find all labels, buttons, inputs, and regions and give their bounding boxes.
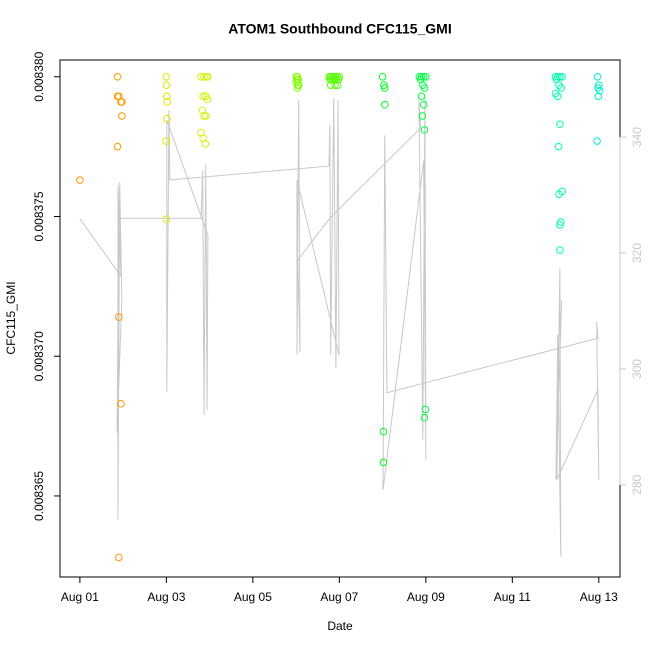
point: [556, 120, 564, 129]
y-tick-label: 0.008365: [32, 471, 46, 521]
point: [115, 553, 123, 562]
point: [113, 142, 122, 151]
point: [76, 176, 84, 184]
point: [115, 313, 123, 321]
point: [554, 142, 563, 151]
y2-tick-label: 320: [630, 243, 644, 263]
point: [333, 81, 342, 89]
point: [162, 215, 171, 224]
point: [162, 81, 171, 89]
point: [555, 190, 563, 198]
point: [593, 72, 602, 81]
point: [330, 75, 338, 84]
x-tick-label: Aug 11: [494, 590, 531, 604]
point: [334, 75, 343, 84]
plot-frame: [59, 59, 621, 578]
y-tick-label: 0.008380: [32, 51, 46, 101]
point: [202, 112, 210, 120]
point: [113, 72, 122, 81]
point: [593, 137, 601, 145]
point: [118, 98, 126, 106]
point: [200, 112, 208, 120]
y2-tick-label: 300: [630, 359, 644, 379]
point: [380, 81, 388, 89]
point: [163, 92, 171, 101]
point: [417, 92, 426, 101]
point: [419, 100, 428, 109]
point: [553, 92, 562, 101]
point: [378, 72, 387, 81]
line-series: [79, 95, 600, 557]
point: [198, 106, 207, 115]
y2-tick-label: 280: [630, 475, 644, 495]
point: [293, 84, 302, 92]
y-axis-label: CFC115_GMI: [4, 281, 18, 354]
point: [162, 137, 170, 145]
y-tick-label: 0.008375: [32, 191, 46, 241]
point: [163, 98, 172, 106]
point: [420, 126, 429, 134]
x-tick-label: Aug 13: [580, 590, 618, 604]
x-tick-label: Aug 09: [407, 590, 445, 604]
y-tick-label: 0.008370: [32, 331, 46, 381]
point: [331, 81, 339, 89]
point: [420, 84, 429, 92]
chart-title: ATOM1 Southbound CFC115_GMI: [228, 21, 452, 37]
point: [162, 72, 171, 81]
point: [418, 112, 427, 120]
y2-tick-label: 340: [630, 127, 644, 147]
point: [200, 72, 208, 81]
point: [557, 84, 565, 92]
point: [201, 140, 210, 148]
point: [595, 86, 604, 95]
point: [379, 458, 388, 467]
point: [556, 221, 564, 229]
point: [421, 405, 430, 414]
point: [203, 95, 212, 103]
point: [204, 72, 212, 81]
x-tick-label: Aug 05: [234, 590, 272, 604]
point: [332, 75, 341, 84]
x-axis-label: Date: [327, 619, 353, 633]
point: [379, 427, 388, 436]
point: [556, 246, 564, 254]
point: [118, 112, 126, 120]
point: [380, 100, 389, 109]
point: [594, 92, 603, 101]
point: [420, 413, 429, 422]
x-tick-label: Aug 01: [61, 590, 99, 604]
x-tick-label: Aug 07: [320, 590, 358, 604]
point: [117, 399, 125, 408]
x-tick-label: Aug 03: [147, 590, 185, 604]
point: [163, 114, 171, 123]
